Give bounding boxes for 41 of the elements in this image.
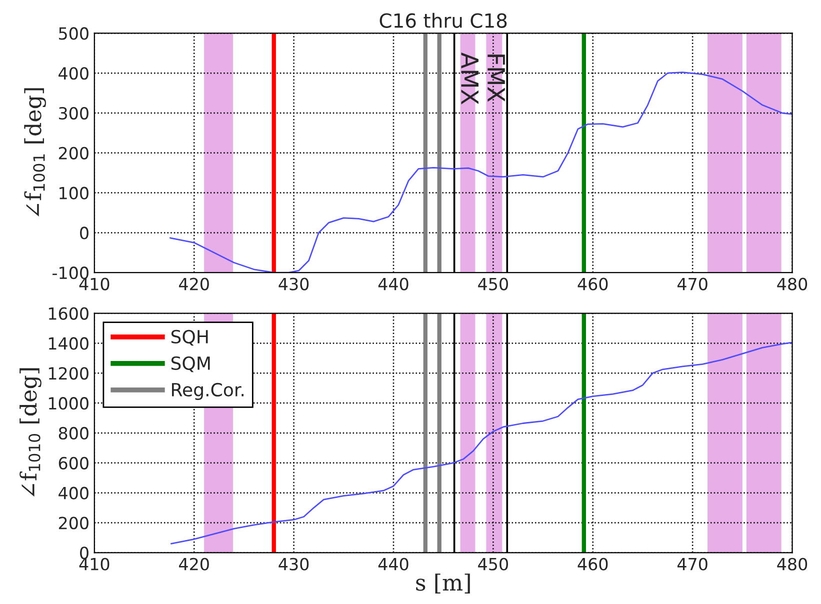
x-tick-label: 410 [79,558,110,570]
y-tick-label: 0 [80,546,88,560]
legend-label: SQM [171,356,210,372]
x-tick-label: 460 [578,558,608,570]
y-tick-label: 600 [58,456,88,470]
y-tick-label: 500 [59,27,88,40]
x-tick-label: 430 [278,558,309,570]
band-label: AMX [461,52,478,104]
y-tick-label: 1000 [48,397,88,410]
legend-label: SQH [171,330,208,346]
x-tick-label: 470 [677,278,708,290]
y-tick-label: 800 [58,426,88,440]
x-tick-label: 450 [478,558,508,570]
band-label: FMX [488,54,505,102]
y-tick-label: 400 [58,67,88,80]
y-tick-label: 1200 [48,367,88,380]
y-tick-label: 100 [60,186,88,200]
y-tick-label: 300 [59,106,88,120]
y-tick-label: 1400 [48,337,88,350]
x-tick-label: 440 [378,278,408,290]
x-tick-label: 470 [677,558,708,570]
x-tick-label: 430 [278,278,309,290]
x-tick-label: 410 [79,278,110,290]
y-tick-label: 0 [80,226,88,240]
y-axis-title: ∠f$_{1001}$ [deg] [24,88,46,217]
x-tick-label: 450 [478,278,508,290]
y-tick-label: 1600 [48,307,88,320]
x-tick-label: 420 [179,558,209,570]
x-tick-label: 480 [777,278,808,290]
y-tick-label: -100 [52,266,88,280]
chart-title: C16 thru C18 [380,12,507,28]
x-axis-title: s [m] [416,574,470,594]
legend-label: Reg.Cor. [172,382,244,400]
x-tick-label: 440 [378,558,408,570]
y-axis-title: ∠f$_{1010}$ [deg] [20,368,42,497]
y-tick-label: 200 [58,516,88,530]
x-tick-label: 420 [179,278,209,290]
x-tick-label: 460 [578,278,608,290]
x-tick-label: 480 [777,558,808,570]
y-tick-label: 400 [58,486,88,500]
y-tick-label: 200 [58,146,88,160]
